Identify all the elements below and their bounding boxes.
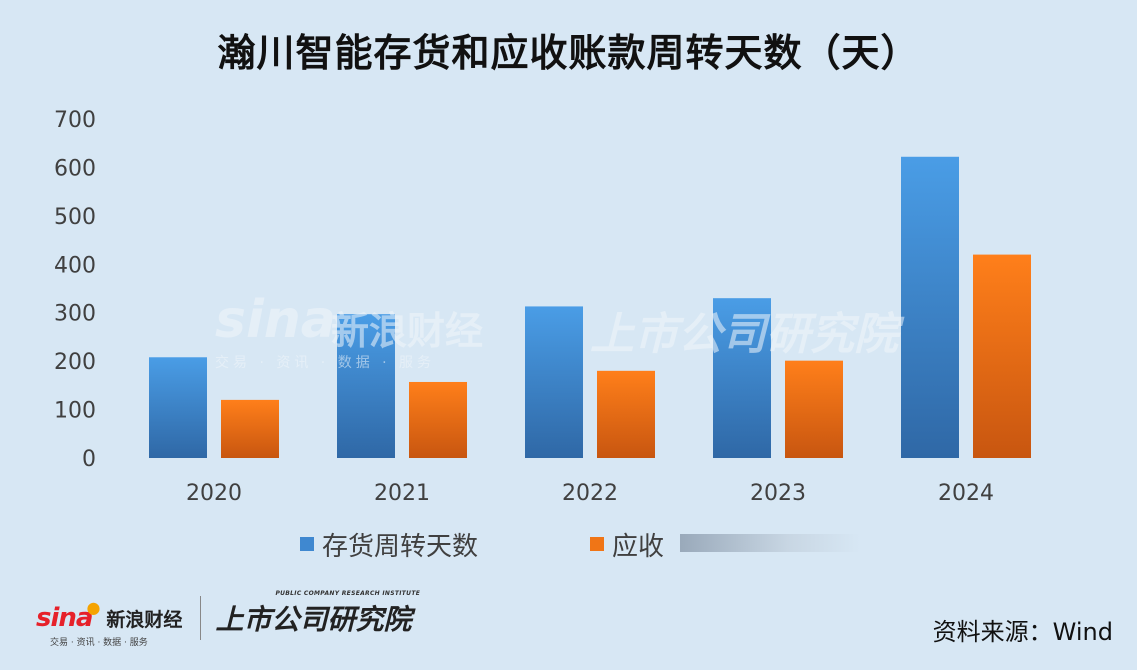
legend-item-receivable: 应收 bbox=[590, 526, 664, 563]
y-tick-label: 700 bbox=[54, 108, 96, 133]
y-axis: 0 100 200 300 400 500 600 700 bbox=[54, 108, 96, 472]
x-tick-label: 2023 bbox=[750, 481, 806, 506]
legend-item-inventory: 存货周转天数 bbox=[300, 526, 478, 563]
footer-logos: sina ● 新浪财经 交易 · 资讯 · 数据 · 服务 上市公司研究院 PU… bbox=[36, 590, 420, 649]
institute-logo: 上市公司研究院 PUBLIC COMPANY RESEARCH INSTITUT… bbox=[215, 590, 419, 638]
y-tick-label: 600 bbox=[54, 156, 96, 181]
sina-finance-name: 新浪财经 bbox=[106, 608, 183, 631]
y-tick-label: 300 bbox=[54, 302, 96, 327]
bar-receivable-days bbox=[409, 381, 467, 458]
bar-receivable-days bbox=[973, 254, 1031, 458]
chart-title: 瀚川智能存货和应收账款周转天数（天） bbox=[217, 31, 920, 75]
bar-inventory-days bbox=[901, 156, 959, 458]
bar-receivable-days bbox=[785, 360, 843, 458]
chart-legend: 存货周转天数 应收 bbox=[300, 526, 664, 562]
bar-receivable-days bbox=[597, 370, 655, 458]
y-tick-label: 400 bbox=[54, 253, 96, 278]
y-tick-label: 200 bbox=[54, 350, 96, 375]
data-source: 资料来源：Wind bbox=[932, 618, 1113, 646]
institute-name: 上市公司研究院 bbox=[215, 603, 412, 636]
sina-logo-word: sina bbox=[36, 603, 93, 633]
legend-label-inventory: 存货周转天数 bbox=[322, 531, 479, 562]
sina-tagline: 交易 · 资讯 · 数据 · 服务 bbox=[50, 638, 148, 648]
bar-receivable-days bbox=[221, 399, 279, 458]
y-tick-label: 100 bbox=[54, 399, 96, 424]
bar-inventory-days bbox=[337, 314, 395, 458]
x-axis: 2020 2021 2022 2023 2024 bbox=[186, 481, 994, 506]
x-tick-label: 2020 bbox=[186, 481, 242, 506]
institute-english-name: PUBLIC COMPANY RESEARCH INSTITUTE bbox=[275, 590, 421, 597]
x-tick-label: 2021 bbox=[374, 481, 430, 506]
y-tick-label: 0 bbox=[82, 447, 96, 472]
logo-divider bbox=[200, 596, 202, 640]
sina-eye-icon: ● bbox=[86, 597, 101, 617]
legend-blurred-area bbox=[680, 534, 860, 552]
legend-swatch-blue bbox=[300, 537, 314, 551]
x-tick-label: 2022 bbox=[562, 481, 618, 506]
bar-inventory-days bbox=[149, 357, 207, 458]
x-tick-label: 2024 bbox=[938, 481, 994, 506]
bars bbox=[149, 156, 1031, 458]
sina-finance-logo: sina ● 新浪财经 交易 · 资讯 · 数据 · 服务 bbox=[36, 598, 183, 649]
y-tick-label: 500 bbox=[54, 205, 96, 230]
bar-inventory-days bbox=[525, 306, 583, 458]
legend-label-receivable: 应收 bbox=[612, 531, 665, 562]
bar-inventory-days bbox=[713, 298, 771, 458]
legend-swatch-orange bbox=[590, 537, 605, 551]
